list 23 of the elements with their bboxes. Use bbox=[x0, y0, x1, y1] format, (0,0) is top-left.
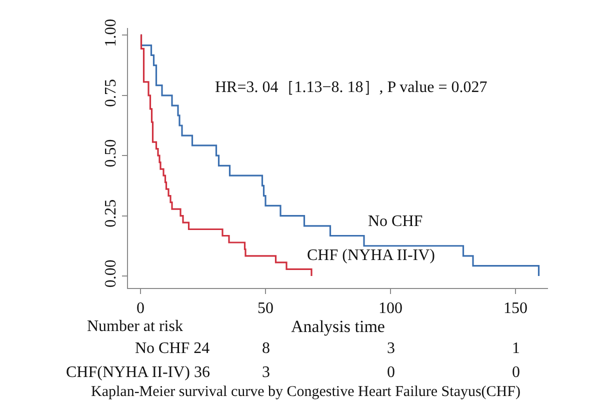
text: 8 bbox=[262, 340, 270, 357]
x-tick-label: 0 bbox=[136, 300, 144, 318]
y-tick-label: 1.00 bbox=[102, 18, 120, 47]
text: 3 bbox=[387, 340, 395, 357]
x-tick-label: 50 bbox=[258, 300, 274, 318]
y-tick-label: 0.50 bbox=[102, 139, 120, 168]
text: CHF(NYHA II-IV) 36 bbox=[66, 364, 210, 381]
series-label: No CHF bbox=[368, 213, 423, 230]
text: Number at risk bbox=[87, 318, 183, 335]
text: 1 bbox=[512, 340, 520, 357]
x-tick-label: 100 bbox=[378, 300, 402, 318]
text: No CHF 24 bbox=[135, 340, 210, 357]
y-tick-label: 0.25 bbox=[102, 199, 120, 228]
text: 3 bbox=[262, 364, 270, 381]
y-tick-label: 0.75 bbox=[102, 79, 120, 108]
text: 0 bbox=[387, 364, 395, 381]
y-tick-label: 0.00 bbox=[102, 260, 120, 288]
text: Kaplan-Meier survival curve by Congestive Heart Failure Stayus(CHF) bbox=[91, 384, 520, 400]
annotation: HR=3. 04［1.13−8. 18］, P value = 0.027 bbox=[215, 79, 488, 96]
x-tick-label: 150 bbox=[504, 300, 528, 318]
series-label: CHF (NYHA II-IV) bbox=[307, 247, 435, 264]
text: 0 bbox=[512, 364, 520, 381]
x-axis-title: Analysis time bbox=[291, 317, 385, 336]
